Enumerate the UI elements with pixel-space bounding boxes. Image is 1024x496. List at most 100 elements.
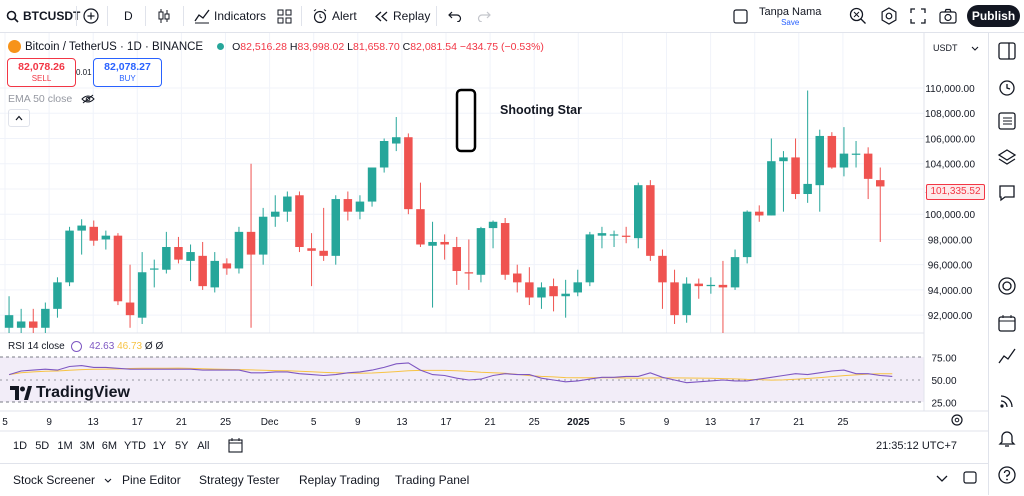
candle bbox=[113, 233, 123, 306]
candle bbox=[319, 207, 328, 261]
calendar-icon[interactable] bbox=[228, 438, 243, 453]
candle bbox=[416, 182, 425, 248]
range-button[interactable]: YTD bbox=[124, 440, 146, 452]
time-tick-label: 17 bbox=[440, 417, 452, 428]
indicators-button[interactable]: Indicators bbox=[194, 0, 266, 32]
candle bbox=[101, 230, 111, 250]
chart-type-button[interactable] bbox=[156, 0, 172, 32]
notifications-button[interactable] bbox=[997, 428, 1017, 448]
maximize-panel-button[interactable] bbox=[963, 471, 977, 487]
maximize-icon bbox=[963, 471, 977, 484]
range-button[interactable]: 5D bbox=[35, 440, 49, 452]
time-tick-label: 17 bbox=[749, 417, 761, 428]
layers-button[interactable] bbox=[997, 147, 1017, 167]
alert-button[interactable]: Alert bbox=[312, 0, 357, 32]
range-button[interactable]: 1D bbox=[13, 440, 27, 452]
top-toolbar: BTCUSDT D Indicators Alert Replay Tanpa … bbox=[0, 0, 1024, 33]
rsi-label: RSI 14 close bbox=[8, 341, 65, 353]
currency-select[interactable]: USDT bbox=[930, 39, 982, 57]
candle bbox=[609, 230, 619, 248]
candle bbox=[65, 226, 74, 287]
alerts-button[interactable] bbox=[997, 77, 1017, 97]
layout-name-button[interactable]: Tanpa Nama Save bbox=[733, 0, 821, 32]
candle bbox=[234, 226, 244, 274]
redo-button[interactable] bbox=[477, 0, 491, 32]
alert-label: Alert bbox=[332, 9, 357, 23]
collapse-panel-button[interactable] bbox=[936, 472, 948, 486]
undo-button[interactable] bbox=[448, 0, 462, 32]
symbol-search-button[interactable]: BTCUSDT bbox=[6, 0, 80, 32]
price-tick-label: 100,000.00 bbox=[925, 210, 975, 221]
replay-button[interactable]: Replay bbox=[374, 0, 430, 32]
buy-button[interactable]: 82,078.27 BUY bbox=[93, 58, 162, 87]
chart-area[interactable]: 110,000.00 108,000.00 106,000.00 104,000.00… bbox=[0, 33, 988, 463]
rsi-line bbox=[8, 362, 893, 384]
snapshot-button[interactable] bbox=[939, 0, 957, 32]
legend-o-label: O bbox=[232, 40, 241, 53]
price-tick-label: 110,000.00 bbox=[925, 84, 975, 95]
candle bbox=[476, 226, 486, 283]
range-button[interactable]: 1M bbox=[57, 440, 72, 452]
time-tick-label: 21 bbox=[176, 417, 188, 428]
shooting-star-label: Shooting Star bbox=[500, 103, 582, 117]
tab-strategy-tester[interactable]: Strategy Tester bbox=[199, 473, 280, 487]
stream-button[interactable] bbox=[997, 391, 1017, 411]
add-symbol-button[interactable] bbox=[83, 0, 99, 32]
range-button[interactable]: 3M bbox=[80, 440, 95, 452]
tab-stock-screener[interactable]: Stock Screener bbox=[13, 473, 112, 487]
collapse-legend-button[interactable] bbox=[8, 109, 30, 127]
interval-button[interactable]: D bbox=[124, 9, 133, 23]
layouts-button[interactable] bbox=[277, 0, 292, 32]
candle bbox=[125, 264, 135, 328]
candle bbox=[77, 219, 86, 255]
pine-button[interactable] bbox=[997, 346, 1017, 366]
ema-legend[interactable]: EMA 50 close bbox=[8, 93, 95, 105]
chat-button[interactable] bbox=[997, 183, 1017, 203]
candle bbox=[670, 269, 679, 324]
range-button[interactable]: 6M bbox=[102, 440, 117, 452]
rsi-value: 42.63 bbox=[89, 341, 115, 353]
help-button[interactable] bbox=[997, 465, 1017, 485]
range-button[interactable]: 5Y bbox=[175, 440, 189, 452]
calendar-button[interactable] bbox=[997, 313, 1017, 333]
time-tick-label: 9 bbox=[46, 417, 52, 428]
price-tick-label: 96,000.00 bbox=[928, 261, 973, 272]
tab-replay-trading[interactable]: Replay Trading bbox=[299, 473, 380, 487]
eye-hidden-icon[interactable] bbox=[81, 94, 95, 104]
rsi-tick-label: 50.00 bbox=[931, 376, 956, 387]
bell-icon bbox=[998, 431, 1016, 447]
chart-canvas[interactable]: 110,000.00 108,000.00 106,000.00 104,000.00… bbox=[0, 33, 988, 463]
candle bbox=[755, 205, 764, 222]
rsi-eye-icon[interactable] bbox=[71, 341, 83, 352]
data-window-button[interactable] bbox=[997, 111, 1017, 131]
quick-search-button[interactable] bbox=[849, 0, 867, 32]
candle bbox=[573, 269, 582, 297]
ideas-button[interactable] bbox=[997, 276, 1017, 296]
candle bbox=[767, 138, 776, 216]
tab-trading-panel[interactable]: Trading Panel bbox=[395, 473, 470, 487]
range-button[interactable]: All bbox=[197, 440, 209, 452]
price-tick-label: 92,000.00 bbox=[928, 311, 973, 322]
candle bbox=[537, 282, 546, 309]
grid-icon bbox=[277, 9, 292, 23]
watchlist-button[interactable] bbox=[997, 41, 1017, 61]
range-button[interactable]: 1Y bbox=[153, 440, 167, 452]
candle bbox=[452, 236, 461, 285]
fullscreen-button[interactable] bbox=[910, 0, 926, 32]
tab-pine-editor[interactable]: Pine Editor bbox=[122, 473, 181, 487]
time-tick-label: 25 bbox=[837, 417, 849, 428]
chart-settings-icon[interactable] bbox=[951, 414, 963, 426]
symbol-legend: Bitcoin / TetherUS · 1D · BINANCE O82,51… bbox=[8, 40, 544, 53]
sell-button[interactable]: 82,078.26 SELL bbox=[7, 58, 76, 87]
publish-button[interactable]: Publish bbox=[967, 5, 1020, 27]
settings-button[interactable] bbox=[880, 0, 898, 32]
candle bbox=[41, 302, 50, 333]
candle bbox=[706, 277, 716, 294]
legend-open: 82,516.28 bbox=[240, 40, 287, 53]
tradingview-logo[interactable]: TradingView bbox=[10, 384, 130, 402]
candle bbox=[513, 264, 522, 293]
alarm-clock-icon bbox=[313, 9, 327, 24]
redo-icon bbox=[477, 11, 491, 22]
bitcoin-logo-icon bbox=[8, 40, 21, 53]
rsi-legend[interactable]: RSI 14 close 42.63 46.73 Ø Ø bbox=[8, 341, 163, 352]
